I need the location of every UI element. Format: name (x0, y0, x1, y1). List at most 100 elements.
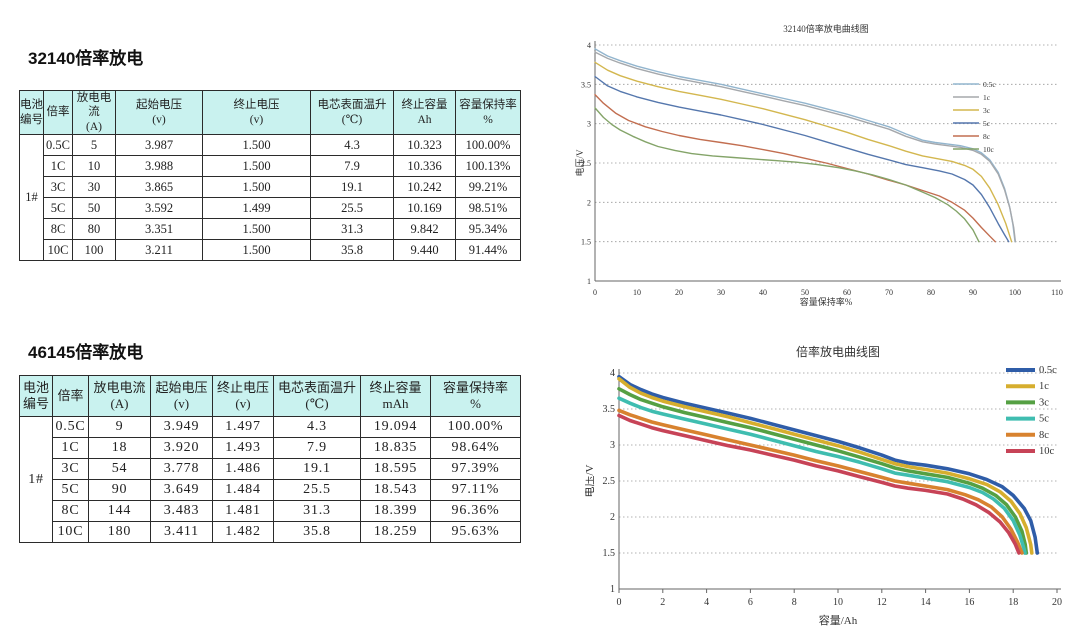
x-tick-label: 60 (843, 288, 851, 297)
table-cell: 19.1 (310, 176, 394, 199)
table-cell: 19.1 (273, 458, 361, 480)
table-row: 5C 90 3.649 1.484 25.5 18.543 97.11% (20, 479, 521, 501)
y-tick-label: 4 (587, 41, 591, 50)
table-cell: 3.483 (150, 500, 213, 522)
legend-label-0.5c: 0.5c (1039, 365, 1057, 376)
table-cell: 10C (43, 239, 73, 262)
column-header: 终止电压 (v) (202, 89, 311, 136)
table-cell: 180 (88, 521, 151, 543)
table-cell: 1.500 (202, 176, 311, 199)
table-cell: 95.34% (455, 218, 521, 241)
table-cell: 1.500 (202, 218, 311, 241)
legend-label-3c: 3c (1039, 397, 1049, 408)
table-row: 1# 0.5C 9 3.949 1.497 4.3 19.094 100.00% (19, 416, 521, 543)
y-tick-label: 2 (587, 198, 591, 207)
table-cell: 18.595 (360, 458, 431, 480)
table-cell: 97.11% (430, 479, 521, 501)
table-cell: 18.399 (360, 500, 431, 522)
table-cell: 98.51% (455, 197, 521, 220)
table-cell: 1C (52, 437, 89, 459)
series-line-5c (617, 396, 1027, 555)
table-row: 8C 144 3.483 1.481 31.3 18.399 96.36% (20, 500, 521, 522)
table-cell: 3.865 (115, 176, 203, 199)
y-tick-label: 2.5 (603, 476, 616, 487)
table-cell: 1.493 (212, 437, 274, 459)
table-cell: 10 (72, 155, 116, 178)
table-cell: 100.00% (430, 416, 521, 438)
table-row: 10C 180 3.411 1.482 35.8 18.259 95.63% (20, 521, 521, 543)
table-cell: 3.949 (150, 416, 213, 438)
table-cell: 100 (72, 239, 116, 262)
column-header: 电池 编号 (19, 89, 44, 136)
table-row: 1C 18 3.920 1.493 7.9 18.835 98.64% (20, 437, 521, 459)
x-tick-label: 80 (927, 288, 935, 297)
column-header: 起始电压 (v) (150, 375, 213, 417)
y-tick-label: 1.5 (603, 548, 616, 559)
data-table: 电池 编号 倍率 放电电流 (A) 起始电压 (v) 终止电压 (v) 电芯表面温升 (℃) 终止容量… (19, 375, 521, 543)
table-cell: 18.543 (360, 479, 431, 501)
column-header: 倍率 (43, 89, 73, 136)
table-cell: 100.00% (455, 134, 521, 157)
legend-label-3c: 3c (983, 106, 991, 115)
legend-label-8c: 8c (1039, 430, 1049, 441)
table-cell: 98.64% (430, 437, 521, 459)
table-cell: 18 (88, 437, 151, 459)
table-cell: 5C (43, 197, 73, 220)
table-cell: 54 (88, 458, 151, 480)
series-line-10c (594, 107, 980, 243)
series-line-1c (617, 376, 1034, 555)
series-line-3c (617, 386, 1029, 555)
x-tick-label: 10 (633, 288, 641, 297)
table-cell: 3.411 (150, 521, 213, 543)
x-tick-label: 16 (964, 597, 974, 608)
legend-label-10c: 10c (983, 145, 995, 154)
table-cell: 99.21% (455, 176, 521, 199)
battery-id-cell: 1# (19, 134, 44, 262)
table-cell: 9 (88, 416, 151, 438)
table-cell: 9.842 (393, 218, 456, 241)
table-cell: 25.5 (310, 197, 394, 220)
table-cell: 3.988 (115, 155, 203, 178)
table-cell: 96.36% (430, 500, 521, 522)
table-cell: 1.500 (202, 239, 311, 262)
x-tick-label: 90 (969, 288, 977, 297)
table-cell: 3.987 (115, 134, 203, 157)
table-cell: 0.5C (43, 134, 73, 157)
x-tick-label: 4 (704, 597, 709, 608)
table-cell: 7.9 (310, 155, 394, 178)
legend-label-8c: 8c (983, 132, 991, 141)
discharge-chart-32140: 32140倍率放电曲线图 1 1.5 2 2.5 3 3.5 4 0 10 20 30 40 50 60 70… (574, 8, 1077, 313)
table-cell: 35.8 (310, 239, 394, 262)
column-header: 终止容量 Ah (393, 89, 456, 136)
table-cell: 35.8 (273, 521, 361, 543)
y-tick-label: 2.5 (581, 159, 591, 168)
series-line-3c (594, 61, 1013, 243)
column-header: 容量保持率% (455, 89, 521, 136)
x-tick-label: 10 (833, 597, 843, 608)
x-tick-label: 70 (885, 288, 893, 297)
table-cell: 1.482 (212, 521, 274, 543)
section-title-46145: 46145倍率放电 (28, 343, 144, 362)
table-cell: 95.63% (430, 521, 521, 543)
table-cell: 10.323 (393, 134, 456, 157)
table-cell: 19.094 (360, 416, 431, 438)
table-cell: 1.484 (212, 479, 274, 501)
legend-label-1c: 1c (983, 93, 991, 102)
legend-label-10c: 10c (1039, 446, 1055, 457)
x-tick-label: 100 (1009, 288, 1021, 297)
series-line-0.5c (594, 48, 1016, 243)
legend-label-0.5c: 0.5c (983, 80, 996, 89)
table-cell: 90 (88, 479, 151, 501)
y-axis-label: 电压/V (575, 149, 585, 177)
data-table: 电池 编号 倍率 放电电流 (A) 起始电压 (v) 终止电压 (v) 电芯表面温升 (℃) 终止容量… (19, 89, 521, 262)
table-cell: 8C (52, 500, 89, 522)
table-cell: 1.497 (212, 416, 274, 438)
y-tick-label: 1.5 (581, 238, 591, 247)
x-tick-label: 40 (759, 288, 767, 297)
legend-label-1c: 1c (1039, 381, 1049, 392)
table-cell: 8C (43, 218, 73, 241)
table-cell: 4.3 (273, 416, 361, 438)
legend-label-5c: 5c (1039, 414, 1049, 425)
table-cell: 144 (88, 500, 151, 522)
y-tick-label: 3 (587, 120, 591, 129)
